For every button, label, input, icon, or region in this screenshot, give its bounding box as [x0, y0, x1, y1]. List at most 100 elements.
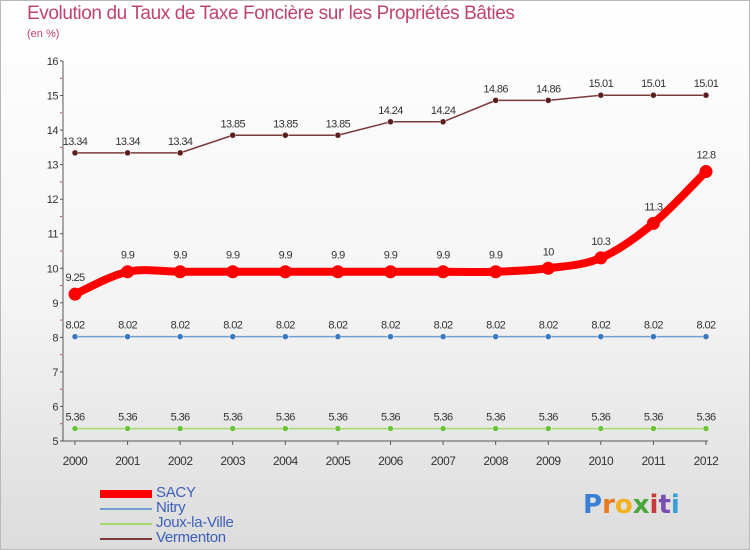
x-tick-label: 2000: [63, 454, 89, 468]
data-label-sacy: 10: [543, 246, 555, 258]
legend-label-vermenton: Vermenton: [156, 529, 226, 546]
x-tick-label: 2008: [483, 454, 509, 468]
data-label-nitry: 8.02: [171, 320, 190, 332]
data-point-joux-la-ville: [650, 425, 657, 432]
data-label-nitry: 8.02: [486, 320, 505, 332]
y-tick-label: 14: [47, 125, 59, 137]
data-point-sacy: [278, 265, 292, 279]
data-point-nitry: [124, 333, 131, 340]
data-label-sacy: 9.9: [173, 250, 187, 262]
data-point-joux-la-ville: [439, 425, 447, 432]
data-label-vermenton: 14.86: [536, 83, 561, 95]
data-label-sacy: 10.3: [591, 236, 610, 248]
logo-letter: o: [614, 490, 633, 520]
x-tick-label: 2001: [115, 454, 141, 468]
y-tick-label: 8: [52, 332, 58, 344]
x-tick-label: 2012: [694, 454, 720, 468]
data-label-vermenton: 13.85: [326, 118, 351, 130]
data-point-vermenton: [597, 91, 605, 99]
data-label-nitry: 8.02: [381, 320, 400, 332]
data-label-joux-la-ville: 5.36: [118, 412, 137, 424]
data-label-vermenton: 13.34: [168, 136, 193, 148]
data-point-vermenton: [702, 91, 710, 99]
data-label-joux-la-ville: 5.36: [696, 412, 715, 424]
data-point-vermenton: [650, 91, 657, 99]
data-label-nitry: 8.02: [276, 320, 295, 332]
legend-label-joux-la-ville: Joux-la-Ville: [156, 514, 234, 531]
data-point-nitry: [387, 333, 394, 340]
data-point-vermenton: [387, 118, 394, 126]
x-tick-label: 2005: [326, 454, 352, 468]
data-point-nitry: [545, 333, 552, 340]
data-point-vermenton: [492, 97, 499, 104]
data-label-joux-la-ville: 5.36: [276, 412, 295, 424]
data-label-nitry: 8.02: [591, 320, 610, 332]
data-point-nitry: [334, 333, 342, 340]
data-point-nitry: [439, 333, 447, 340]
data-label-joux-la-ville: 5.36: [644, 412, 663, 424]
data-point-joux-la-ville: [124, 425, 131, 432]
data-point-vermenton: [124, 149, 131, 157]
data-point-sacy: [173, 265, 187, 279]
data-label-joux-la-ville: 5.36: [381, 412, 400, 424]
data-point-joux-la-ville: [71, 425, 79, 432]
data-point-sacy: [541, 261, 555, 275]
data-point-vermenton: [71, 149, 79, 157]
y-tick-label: 5: [52, 436, 58, 448]
legend-swatch-vermenton: [100, 538, 152, 540]
data-label-vermenton: 14.86: [483, 83, 508, 95]
data-label-joux-la-ville: 5.36: [434, 412, 453, 424]
data-label-sacy: 11.3: [644, 201, 663, 213]
data-label-joux-la-ville: 5.36: [171, 412, 190, 424]
data-point-nitry: [176, 333, 184, 340]
data-label-sacy: 9.9: [226, 250, 240, 262]
data-label-vermenton: 14.24: [378, 105, 403, 117]
data-label-nitry: 8.02: [539, 320, 558, 332]
logo-letter: x: [632, 490, 650, 520]
proxiti-logo: Proxiti: [583, 490, 680, 520]
data-point-sacy: [699, 165, 713, 179]
x-tick-label: 2007: [431, 454, 457, 468]
data-point-joux-la-ville: [229, 425, 236, 432]
data-label-sacy: 9.9: [384, 250, 398, 262]
legend-swatch-joux-la-ville: [100, 523, 152, 525]
data-label-joux-la-ville: 5.36: [539, 412, 558, 424]
data-label-joux-la-ville: 5.36: [65, 412, 84, 424]
logo-letter: i: [670, 490, 680, 520]
data-point-sacy: [646, 216, 660, 230]
data-label-nitry: 8.02: [434, 320, 453, 332]
logo-letter: t: [658, 490, 671, 520]
data-label-vermenton: 13.85: [220, 118, 245, 130]
data-point-nitry: [650, 333, 657, 340]
data-label-sacy: 9.9: [489, 250, 503, 262]
x-tick-label: 2006: [378, 454, 404, 468]
data-label-joux-la-ville: 5.36: [486, 412, 505, 424]
legend-label-sacy: SACY: [156, 484, 196, 501]
data-point-nitry: [702, 333, 710, 340]
data-point-vermenton: [334, 132, 342, 139]
y-tick-label: 7: [52, 367, 58, 379]
y-tick-label: 12: [47, 194, 59, 206]
data-label-nitry: 8.02: [328, 320, 347, 332]
data-point-joux-la-ville: [597, 425, 605, 432]
data-label-vermenton: 15.01: [694, 78, 719, 90]
data-point-sacy: [594, 251, 608, 265]
data-point-joux-la-ville: [492, 425, 499, 432]
data-point-sacy: [489, 265, 503, 279]
data-label-joux-la-ville: 5.36: [328, 412, 347, 424]
data-label-sacy: 9.25: [65, 272, 84, 284]
data-label-nitry: 8.02: [223, 320, 242, 332]
data-label-vermenton: 13.34: [63, 136, 88, 148]
data-point-joux-la-ville: [702, 425, 710, 432]
data-label-vermenton: 13.85: [273, 118, 298, 130]
y-tick-label: 10: [47, 263, 59, 275]
data-point-joux-la-ville: [334, 425, 342, 432]
data-point-sacy: [68, 287, 82, 301]
data-label-sacy: 9.9: [121, 250, 135, 262]
y-tick-label: 15: [47, 91, 59, 103]
x-tick-label: 2010: [588, 454, 614, 468]
unit-label: (en %): [27, 28, 60, 40]
x-tick-label: 2009: [536, 454, 562, 468]
data-label-sacy: 9.9: [279, 250, 293, 262]
